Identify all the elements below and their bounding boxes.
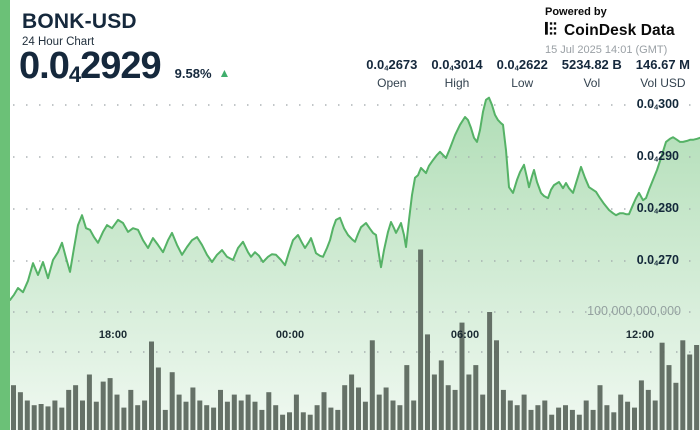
left-accent-bar <box>0 0 10 430</box>
